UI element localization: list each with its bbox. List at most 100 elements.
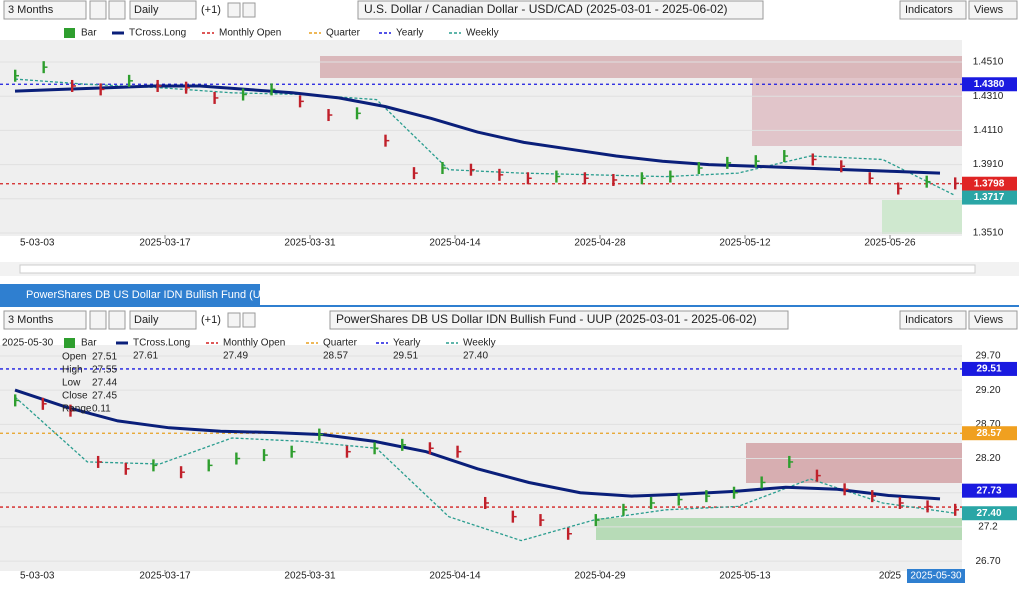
- price-tag-label: 1.3717: [974, 192, 1005, 203]
- ohlc-value: 0.11: [92, 404, 111, 415]
- symbol-box[interactable]: [329, 310, 789, 330]
- ohlc-value: 27.45: [92, 391, 117, 402]
- interval: Daily: [134, 314, 159, 326]
- interval: Daily: [134, 4, 159, 16]
- y-tick-label: 29.70: [975, 351, 1000, 362]
- zoom-in[interactable]: [89, 0, 107, 20]
- price-tag: [962, 176, 1017, 191]
- legend-label: TCross.Long: [129, 28, 186, 39]
- x-tick-label: 5-03-03: [20, 238, 55, 249]
- legend-label: Bar: [81, 28, 97, 39]
- legend-value: 29.51: [393, 351, 418, 362]
- ohlc-label: Close: [62, 391, 88, 402]
- y-tick-label: 26.70: [975, 556, 1000, 567]
- legend-value: 27.49: [223, 351, 248, 362]
- y-tick-label: 28.20: [975, 453, 1000, 464]
- ohlc-label: High: [62, 365, 83, 376]
- price-tag-label: 1.3798: [974, 178, 1005, 189]
- y-tick-label: 1.4110: [973, 125, 1003, 136]
- legend-label: Monthly Open: [223, 338, 285, 349]
- zoom-out[interactable]: [108, 0, 126, 20]
- price-tag-label: 29.51: [976, 364, 1001, 375]
- ohlc-date: 2025-05-30: [2, 338, 54, 349]
- tcross-line: [14, 84, 941, 175]
- add-button[interactable]: [227, 312, 241, 328]
- legend-value: 27.61: [133, 351, 158, 362]
- price-tag: [962, 361, 1017, 376]
- legend-label: Weekly: [466, 28, 499, 39]
- symbol-title: U.S. Dollar / Canadian Dollar - USD/CAD …: [364, 2, 728, 16]
- interval-select[interactable]: [129, 0, 197, 20]
- legend-label: Monthly Open: [219, 28, 281, 39]
- x-tick-label: 2025-03-31: [284, 571, 336, 582]
- legend-icon: [64, 28, 75, 38]
- price-tag: [962, 506, 1017, 521]
- price-tag: [962, 77, 1017, 92]
- tab-title: PowerShares DB US Dollar IDN Bullish Fun…: [26, 289, 280, 301]
- x-tick-label: 2025-05-26: [864, 238, 916, 249]
- support-zone: [596, 518, 962, 540]
- ohlc-value: 27.44: [92, 378, 117, 389]
- ohlc-value: 27.55: [92, 365, 117, 376]
- price-tag-label: 1.4380: [974, 79, 1005, 90]
- indicators: Indicators: [905, 4, 953, 16]
- remove-button[interactable]: [242, 2, 256, 18]
- legend-icon: [64, 338, 75, 348]
- tab[interactable]: [0, 284, 260, 306]
- offset: (+1): [201, 314, 221, 326]
- resistance-zone: [746, 443, 962, 483]
- x-tick-label: 2025-03-31: [284, 238, 336, 249]
- remove-button[interactable]: [242, 312, 256, 328]
- price-tag-label: 27.40: [976, 508, 1001, 519]
- support-zone: [882, 200, 962, 234]
- symbol-box[interactable]: [357, 0, 764, 20]
- y-tick-label: 28.70: [975, 419, 1000, 430]
- add-button[interactable]: [227, 2, 241, 18]
- resistance-zone: [320, 56, 962, 78]
- symbol-title: PowerShares DB US Dollar IDN Bullish Fun…: [336, 312, 757, 326]
- price-tag: [962, 426, 1017, 441]
- zoom-out[interactable]: [108, 310, 126, 330]
- x-tick-label: 2025-04-14: [429, 238, 481, 249]
- indicators: Indicators: [905, 314, 953, 326]
- y-tick-label: 1.4310: [973, 91, 1004, 102]
- indicators-button[interactable]: [899, 0, 967, 20]
- x-tick-label: 2025-05-12: [719, 238, 771, 249]
- ohlc-label: Low: [62, 378, 81, 389]
- date-tag: [907, 569, 965, 583]
- price-tag-label: 28.57: [976, 428, 1001, 439]
- price-tag-label: 27.73: [976, 485, 1001, 496]
- views-button[interactable]: [968, 310, 1018, 330]
- weekly-line: [14, 396, 956, 542]
- y-tick-label: 29.20: [975, 385, 1000, 396]
- offset: (+1): [201, 4, 221, 16]
- views: Views: [974, 314, 1004, 326]
- legend-value: 27.40: [463, 351, 488, 362]
- y-tick-label: 1.3910: [973, 159, 1004, 170]
- tcross-line: [14, 388, 941, 501]
- legend-label: TCross.Long: [133, 338, 190, 349]
- indicators-button[interactable]: [899, 310, 967, 330]
- x-tick-label: 2025-04-28: [574, 238, 626, 249]
- y-tick-label: 1.4510: [973, 57, 1004, 68]
- interval-select[interactable]: [129, 310, 197, 330]
- legend-label: Weekly: [463, 338, 496, 349]
- legend-label: Bar: [81, 338, 97, 349]
- x-tick-label: 5-03-03: [20, 571, 55, 582]
- price-tag: [962, 190, 1017, 205]
- zoom-in[interactable]: [89, 310, 107, 330]
- ohlc-value: 27.51: [92, 352, 117, 363]
- y-tick-label: 27.2: [978, 522, 998, 533]
- scroll-thumb[interactable]: [19, 264, 976, 274]
- weekly-line: [14, 78, 956, 196]
- x-tick-label: 2025: [879, 571, 902, 582]
- resistance-zone: [752, 78, 962, 146]
- y-tick-label: 1.3510: [973, 228, 1004, 239]
- period-select[interactable]: [3, 0, 87, 20]
- x-tick-label: 2025-03-17: [139, 571, 191, 582]
- price-tag: [962, 483, 1017, 498]
- ohlc-label: Open: [62, 352, 86, 363]
- views-button[interactable]: [968, 0, 1018, 20]
- x-tick-label: 2025-04-14: [429, 571, 481, 582]
- period-select[interactable]: [3, 310, 87, 330]
